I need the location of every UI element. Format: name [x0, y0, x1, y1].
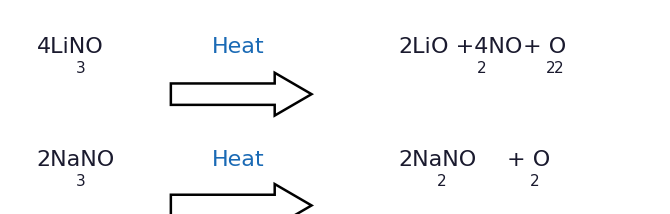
Text: + O: + O: [523, 37, 566, 57]
Text: 3: 3: [75, 174, 85, 189]
Text: 2: 2: [477, 61, 486, 76]
Text: 2: 2: [531, 174, 540, 189]
Text: 2NaNO: 2NaNO: [399, 150, 477, 171]
Text: Heat: Heat: [212, 37, 264, 57]
Text: Heat: Heat: [212, 150, 264, 171]
Polygon shape: [171, 73, 312, 116]
Text: 2: 2: [437, 174, 447, 189]
Text: 2: 2: [545, 61, 555, 76]
Text: 2: 2: [553, 61, 563, 76]
Polygon shape: [171, 184, 312, 214]
Text: 2NaNO: 2NaNO: [37, 150, 115, 171]
Text: 4LiNO: 4LiNO: [37, 37, 104, 57]
Text: + O: + O: [507, 150, 551, 171]
Text: O +4NO: O +4NO: [431, 37, 522, 57]
Text: 2Li: 2Li: [399, 37, 431, 57]
Text: 3: 3: [75, 61, 85, 76]
